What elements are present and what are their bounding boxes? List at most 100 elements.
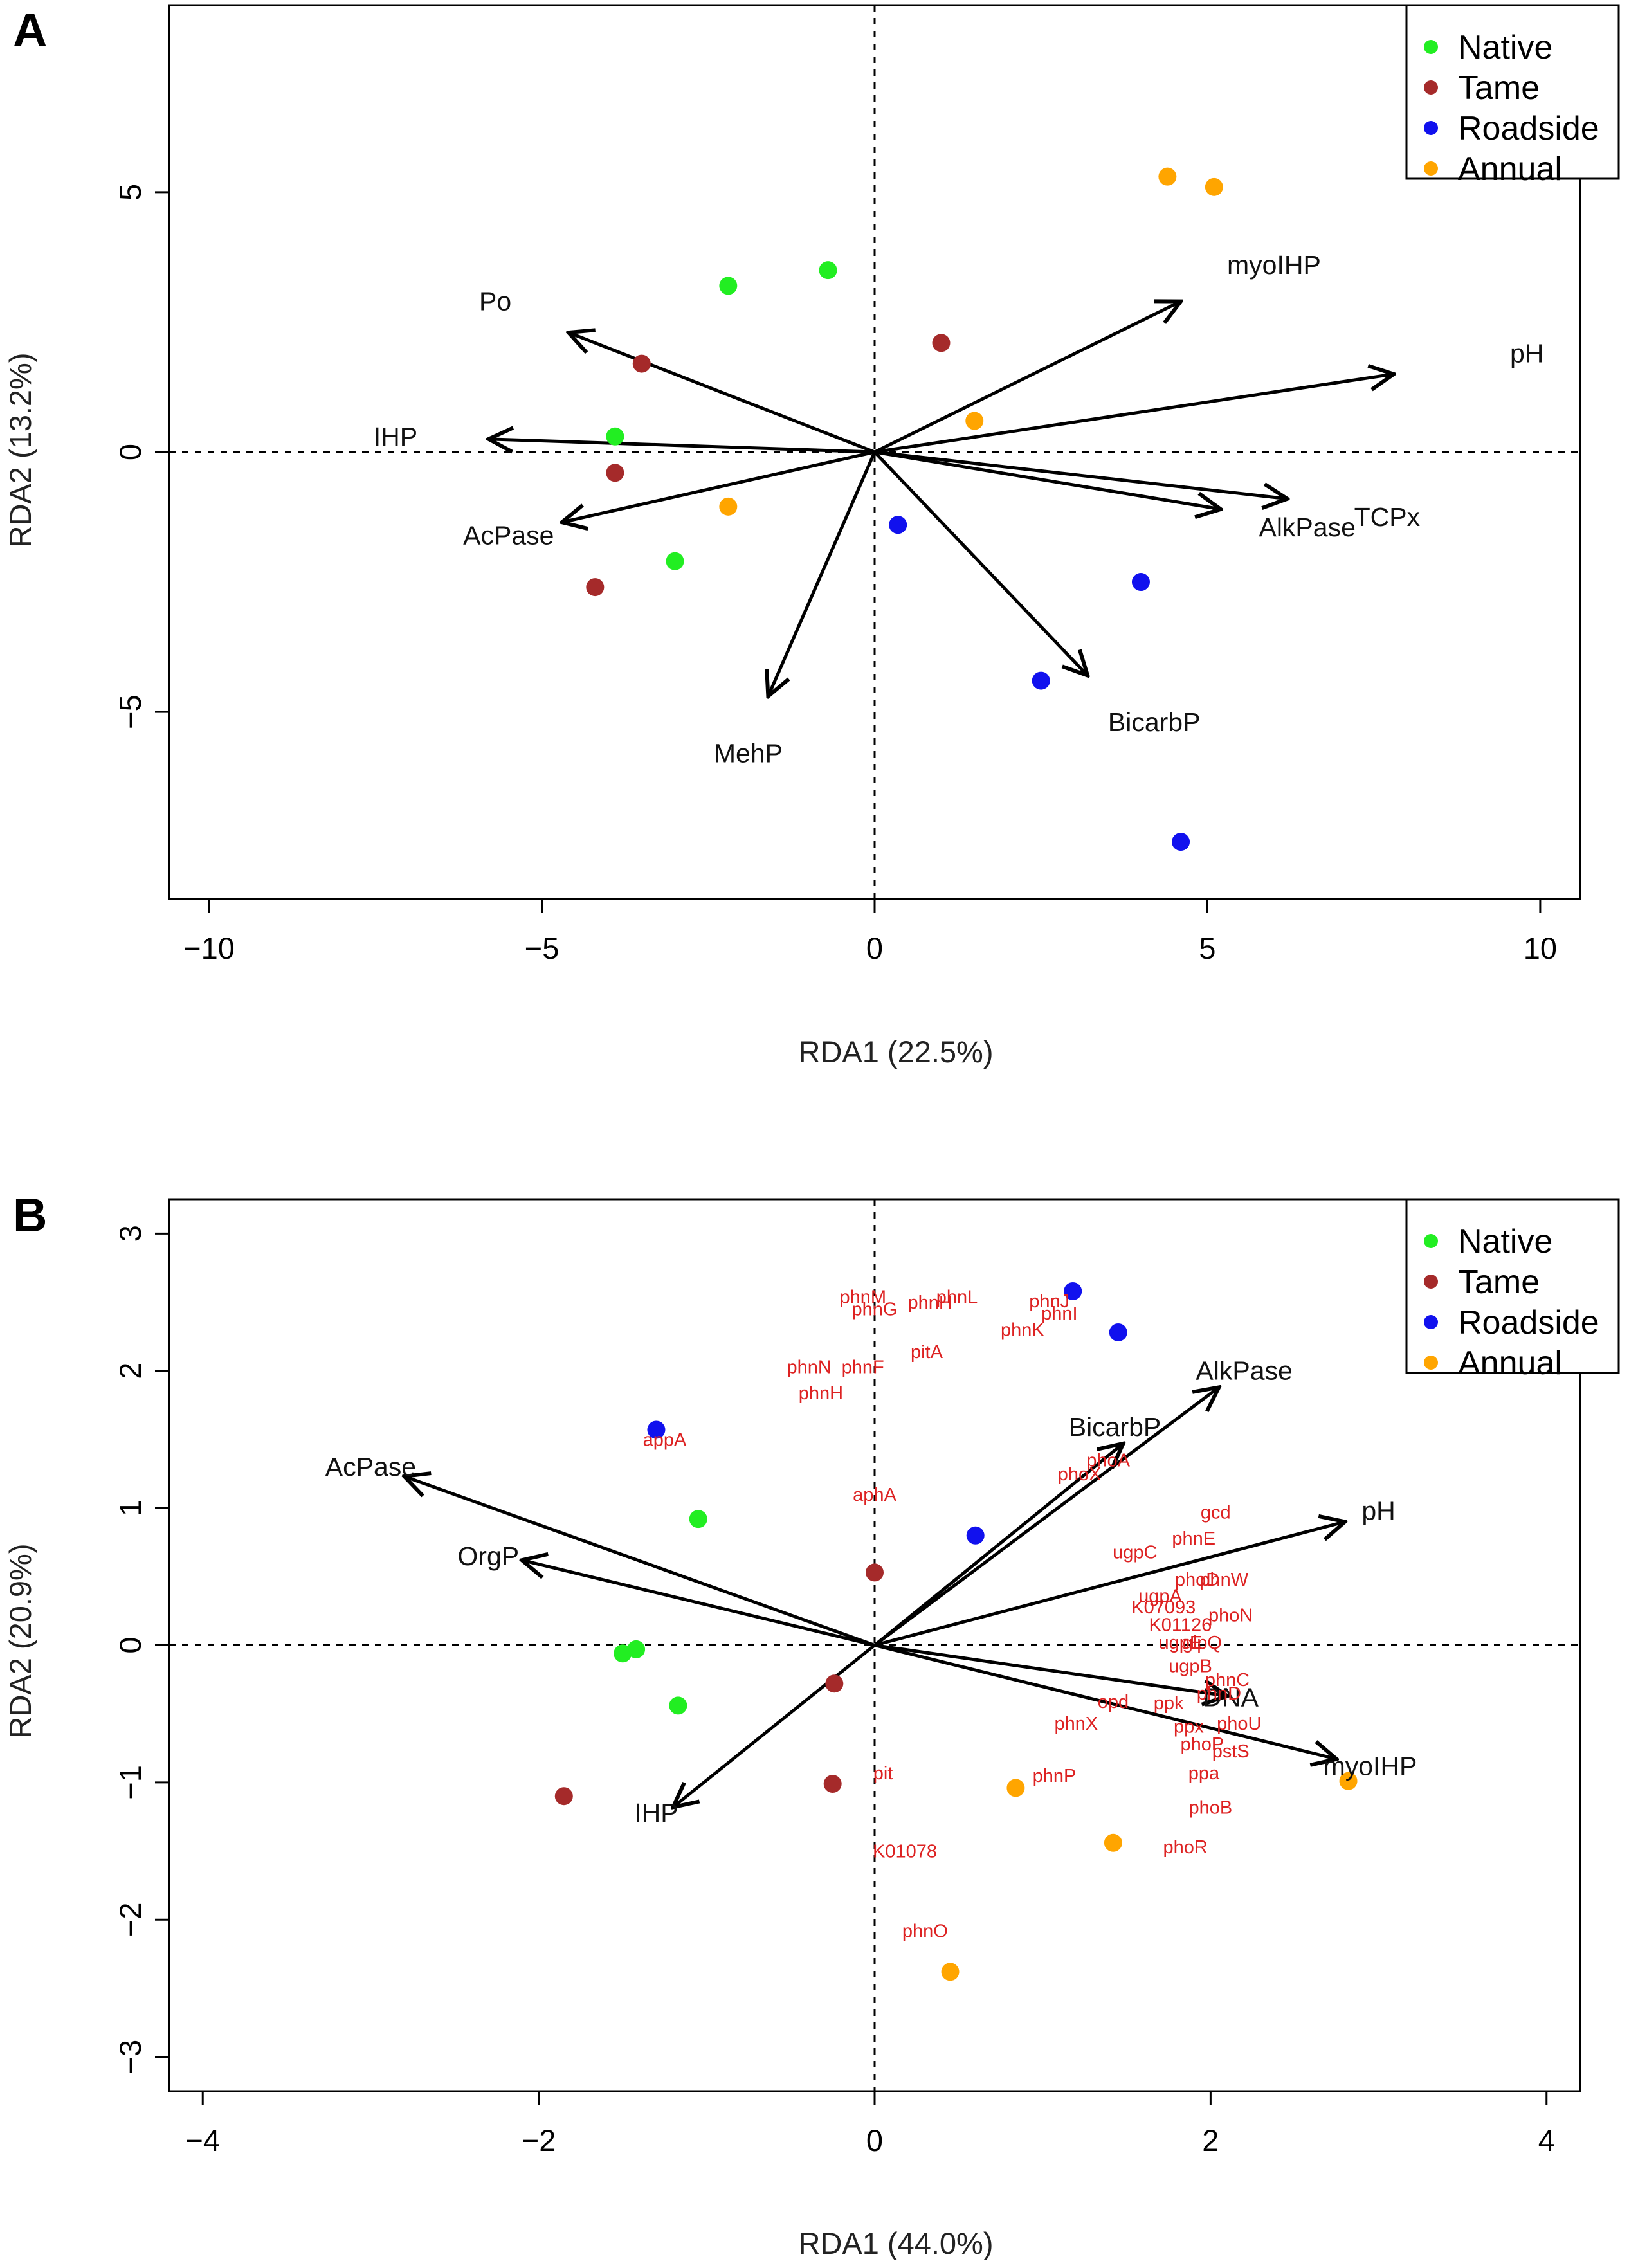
panel-b-vector-labels: AcPase OrgP IHP AlkPase BicarbP pH DNA myoIHP <box>325 1356 1417 1828</box>
gene-label: phnM <box>839 1287 886 1308</box>
panel-a-y-axis-title: RDA2 (13.2%) <box>3 353 37 548</box>
panel-b-letter: B <box>13 1188 47 1242</box>
gene-label: pstS <box>1212 1741 1250 1762</box>
point-tame <box>825 1674 844 1693</box>
gene-label: phoA <box>1086 1450 1130 1471</box>
gene-label: aphA <box>853 1485 896 1505</box>
vector-arrow-acpase <box>405 1476 875 1647</box>
gene-label: phoU <box>1217 1714 1261 1734</box>
gene-label: phoB <box>1189 1797 1233 1818</box>
gene-label: phnG <box>852 1300 898 1320</box>
vector-arrow-alkpase <box>874 450 1221 509</box>
gene-label: phnF <box>842 1357 884 1377</box>
vector-arrow-orgp <box>522 1560 875 1647</box>
panel-a-letter: A <box>13 3 47 57</box>
gene-label: phoR <box>1163 1837 1208 1858</box>
point-tame <box>586 578 605 597</box>
panel-b-y-axis-title: RDA2 (20.9%) <box>3 1544 37 1739</box>
vector-label-myoihp: myoIHP <box>1227 250 1321 280</box>
gene-label: ugpB <box>1169 1656 1212 1677</box>
gene-label: opd <box>1098 1692 1129 1712</box>
point-roadside <box>889 516 907 534</box>
legend-label-annual: Annual <box>1458 150 1562 188</box>
vector-label-bicarbp: BicarbP <box>1108 707 1201 737</box>
point-annual <box>1205 177 1223 196</box>
point-native <box>719 277 738 295</box>
panel-a-points <box>586 167 1223 851</box>
point-tame <box>866 1563 884 1582</box>
point-roadside <box>1032 671 1050 690</box>
vector-arrow-ph <box>874 1521 1345 1647</box>
panel-a-x-axis-title: RDA1 (22.5%) <box>799 1035 994 1069</box>
vector-label-bicarbp: BicarbP <box>1069 1412 1161 1442</box>
gene-label: phnD <box>1197 1683 1241 1704</box>
point-annual <box>1339 1772 1358 1790</box>
vector-arrow-bicarbp <box>873 1444 1124 1647</box>
panel-b-points <box>554 1282 1358 1981</box>
vector-label-alkpase: AlkPase <box>1196 1356 1292 1386</box>
point-roadside <box>1131 573 1150 592</box>
point-roadside <box>1172 833 1190 851</box>
gene-label: phnN <box>787 1357 831 1377</box>
x-tick-label: −2 <box>522 2123 556 2157</box>
legend-swatch-native <box>1424 40 1438 54</box>
panel-a-vectors <box>489 302 1394 696</box>
gene-label: gcd <box>1201 1503 1231 1523</box>
gene-label: pitA <box>911 1342 943 1363</box>
gene-label: phnJ <box>1029 1291 1069 1312</box>
vector-label-acpase: AcPase <box>463 520 554 550</box>
x-tick-label: 0 <box>866 931 883 965</box>
gene-label: phnX <box>1055 1714 1098 1734</box>
gene-label: appA <box>643 1429 687 1450</box>
gene-label: ugpA <box>1138 1586 1182 1607</box>
legend-label-roadside: Roadside <box>1458 1304 1599 1341</box>
legend-swatch-annual <box>1424 1356 1438 1370</box>
vector-label-tcpx: TCPx <box>1354 502 1421 532</box>
legend-swatch-roadside <box>1424 121 1438 135</box>
vector-arrow-myoihp <box>874 1644 1336 1759</box>
legend-label-tame: Tame <box>1458 69 1540 107</box>
gene-label: phoP <box>1180 1734 1224 1755</box>
legend-swatch-annual <box>1424 161 1438 176</box>
point-annual <box>1158 167 1177 186</box>
vector-arrow-alkpase <box>873 1387 1219 1647</box>
vector-label-ph: pH <box>1361 1496 1395 1525</box>
gene-label: ugpE <box>1158 1633 1202 1653</box>
vector-arrow-ihp <box>489 439 875 454</box>
panel-b-zero-lines <box>169 1199 1580 2091</box>
point-roadside <box>966 1526 985 1545</box>
y-tick-label: 3 <box>113 1225 147 1242</box>
legend-label-native: Native <box>1458 1223 1552 1260</box>
vector-label-dna: DNA <box>1203 1683 1259 1712</box>
legend-swatch-native <box>1424 1234 1438 1248</box>
gene-label: glpQ <box>1183 1633 1222 1653</box>
gene-label: ppa <box>1188 1763 1220 1784</box>
point-roadside <box>1109 1323 1127 1341</box>
point-annual <box>1104 1833 1122 1852</box>
y-tick-label: −2 <box>113 1902 147 1937</box>
gene-label: ppx <box>1174 1716 1204 1737</box>
y-tick-label: −5 <box>113 694 147 729</box>
gene-label: phnP <box>1033 1766 1077 1786</box>
vector-arrow-dna <box>874 1644 1228 1696</box>
y-tick-label: −1 <box>113 1765 147 1800</box>
x-tick-label: 10 <box>1524 931 1557 965</box>
x-tick-label: 2 <box>1202 2123 1219 2157</box>
legend-swatch-tame <box>1424 80 1438 95</box>
point-native <box>689 1510 707 1529</box>
legend-swatch-tame <box>1424 1275 1438 1289</box>
gene-label: phnC <box>1205 1670 1250 1691</box>
gene-label: phnK <box>1001 1320 1044 1341</box>
panel-a-axes: −10 −5 0 5 10 −5 0 5 <box>113 4 1581 965</box>
gene-label: phnO <box>902 1921 948 1941</box>
gene-label: phnH <box>799 1383 843 1404</box>
vector-label-mehp: MehP <box>714 739 783 768</box>
x-tick-label: 0 <box>866 2123 883 2157</box>
gene-label: ppk <box>1154 1693 1184 1714</box>
legend-box <box>1405 1198 1620 1374</box>
panel-a-zero-lines <box>169 5 1580 899</box>
panel-b-axes: −4 −2 0 2 4 −3 −2 −1 0 1 2 3 <box>113 1198 1581 2157</box>
